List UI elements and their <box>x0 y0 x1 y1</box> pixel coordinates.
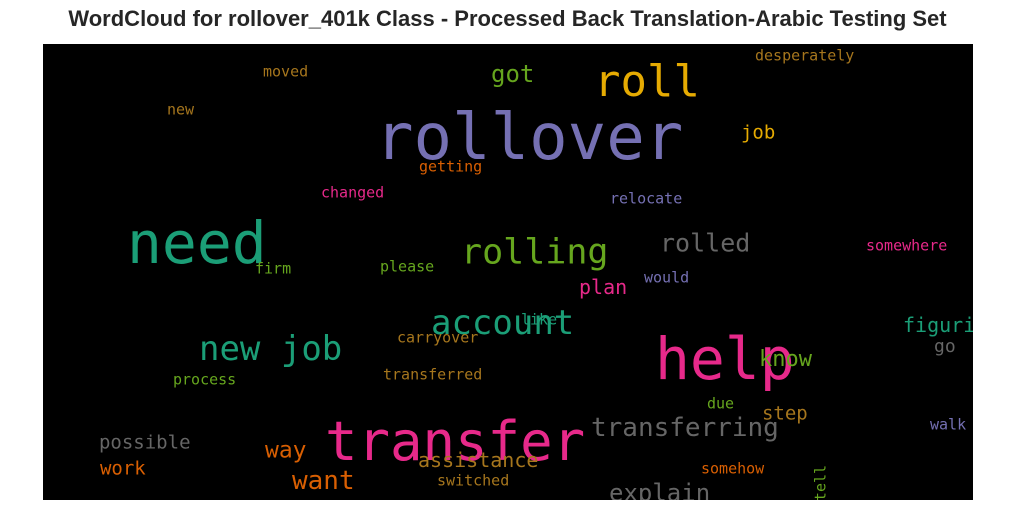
cloud-word: account <box>430 303 575 343</box>
word-cloud: rollover roll got desperately moved new job get… <box>43 44 973 500</box>
cloud-word: walk <box>930 415 967 433</box>
cloud-word: process <box>173 370 237 388</box>
cloud-word: step <box>761 402 808 424</box>
cloud-word: help <box>655 325 795 393</box>
cloud-word: new job <box>198 329 343 369</box>
cloud-word: changed <box>321 183 385 201</box>
cloud-word: transferred <box>383 365 483 383</box>
cloud-word: please <box>380 257 435 275</box>
cloud-word: rolling <box>460 232 609 272</box>
cloud-word: transferring <box>591 413 779 443</box>
cloud-word: assistance <box>417 448 539 472</box>
cloud-word: like <box>521 310 558 328</box>
cloud-word: moved <box>263 62 309 80</box>
chart-title: WordCloud for rollover_401k Class - Proc… <box>68 6 947 31</box>
cloud-word: somehow <box>701 459 765 477</box>
cloud-word: possible <box>98 431 191 453</box>
cloud-word: due <box>707 394 735 412</box>
cloud-word: new <box>167 100 195 118</box>
cloud-word: firm <box>255 259 292 277</box>
cloud-word: getting <box>419 157 483 175</box>
cloud-word: want <box>292 466 355 496</box>
cloud-word: switched <box>437 471 510 489</box>
cloud-word: got <box>490 60 535 88</box>
cloud-word: go <box>934 336 956 357</box>
cloud-word: would <box>644 268 690 286</box>
cloud-word: way <box>264 437 307 463</box>
cloud-word: know <box>758 347 812 372</box>
cloud-word: roll <box>594 56 700 107</box>
cloud-word: plan <box>578 275 628 299</box>
cloud-word: tell <box>811 465 829 500</box>
cloud-word: need <box>127 209 267 277</box>
cloud-word: figuring <box>902 313 973 337</box>
cloud-word: somewhere <box>866 236 948 254</box>
cloud-word: rollover <box>375 101 684 175</box>
cloud-word: explain <box>609 479 711 500</box>
cloud-word: job <box>740 121 776 143</box>
cloud-word: rolled <box>660 228 751 257</box>
cloud-word: work <box>99 457 146 479</box>
cloud-word: relocate <box>610 189 683 207</box>
cloud-word: transfer <box>325 410 586 473</box>
cloud-word: desperately <box>755 46 855 64</box>
cloud-word: carryover <box>397 328 479 346</box>
